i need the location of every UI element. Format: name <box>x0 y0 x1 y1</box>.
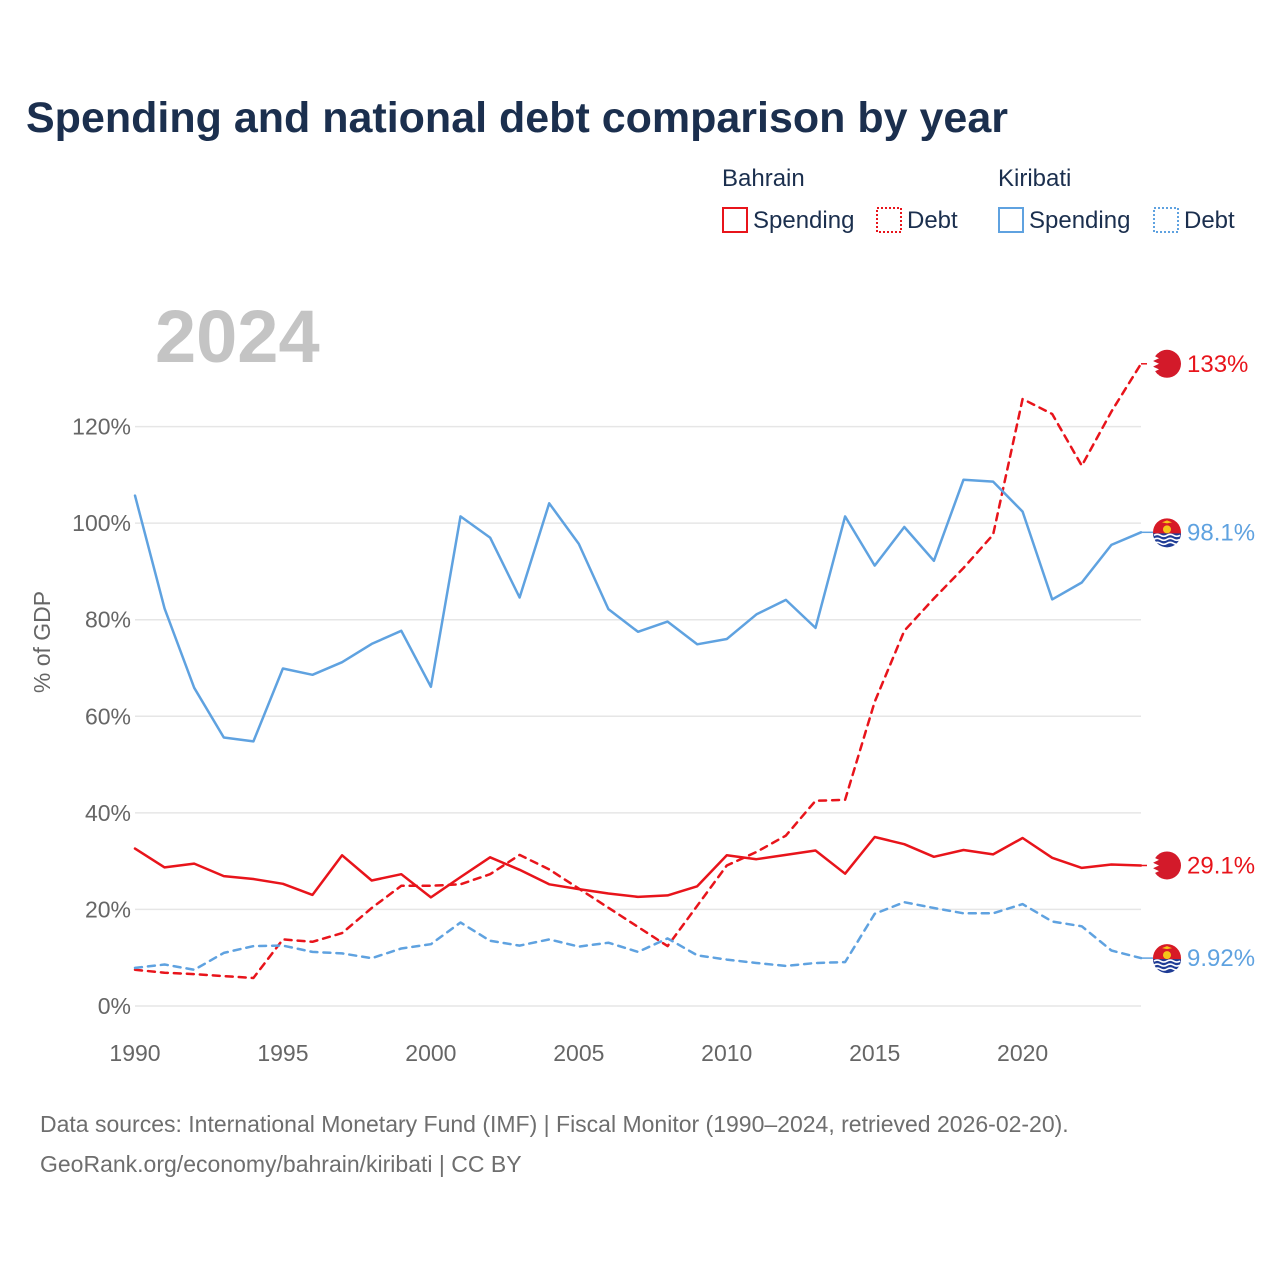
legend-label-kiribati-spending: Spending <box>1029 207 1130 234</box>
legend-swatch-bahrain-debt <box>876 207 902 233</box>
x-axis-ticks: 1990 1995 2000 2005 2010 2015 2020 <box>109 1040 1048 1066</box>
legend-group-kiribati: Kiribati <box>998 165 1071 192</box>
year-watermark: 2024 <box>155 295 320 378</box>
y-tick-label-100: 100% <box>72 510 131 536</box>
legend-group-bahrain: Bahrain <box>722 165 805 192</box>
legend: Bahrain Spending Debt Kiribati Spending … <box>722 165 1235 234</box>
end-label-kiribati-debt: 9.92% <box>1187 945 1255 972</box>
legend-swatch-kiribati-debt <box>1153 207 1179 233</box>
legend-swatch-bahrain-spending <box>722 207 748 233</box>
grid <box>135 425 1141 1007</box>
y-axis-label: % of GDP <box>29 591 55 693</box>
x-tick-label-2015: 2015 <box>849 1040 900 1066</box>
x-tick-label-2020: 2020 <box>997 1040 1048 1066</box>
x-tick-label-2010: 2010 <box>701 1040 752 1066</box>
series-line-kiribati-debt <box>133 900 1143 972</box>
end-label-kiribati-spending: 98.1% <box>1187 519 1255 546</box>
series <box>133 362 1143 980</box>
source-line-2: GeoRank.org/economy/bahrain/kiribati | C… <box>40 1151 522 1177</box>
series-line-bahrain-spending <box>133 835 1143 899</box>
series-line-bahrain-debt <box>133 362 1143 980</box>
y-tick-label-120: 120% <box>72 414 131 440</box>
end-label-bahrain-spending: 29.1% <box>1187 852 1255 879</box>
legend-label-bahrain-debt: Debt <box>907 207 958 234</box>
y-tick-label-40: 40% <box>85 800 131 826</box>
legend-swatch-kiribati-spending <box>998 207 1024 233</box>
y-axis-ticks: 0% 20% 40% 60% 80% 100% 120% <box>72 414 131 1019</box>
y-tick-label-60: 60% <box>85 703 131 729</box>
bahrain-flag-icon <box>1147 851 1181 880</box>
chart-title: Spending and national debt comparison by… <box>26 94 1008 142</box>
x-tick-label-1995: 1995 <box>257 1040 308 1066</box>
y-tick-label-20: 20% <box>85 896 131 922</box>
end-labels: 133% 98.1% 29.1% 9.92% <box>1141 349 1255 974</box>
y-tick-label-80: 80% <box>85 607 131 633</box>
x-tick-label-2005: 2005 <box>553 1040 604 1066</box>
series-line-kiribati-spending <box>133 478 1143 743</box>
bahrain-flag-icon <box>1147 349 1181 378</box>
x-tick-label-1990: 1990 <box>109 1040 160 1066</box>
kiribati-flag-icon <box>1153 518 1181 548</box>
x-tick-label-2000: 2000 <box>405 1040 456 1066</box>
y-tick-label-0: 0% <box>98 993 131 1019</box>
legend-label-kiribati-debt: Debt <box>1184 207 1235 234</box>
source-line-1: Data sources: International Monetary Fun… <box>40 1111 1069 1137</box>
legend-label-bahrain-spending: Spending <box>753 207 854 234</box>
kiribati-flag-icon <box>1153 944 1181 974</box>
end-label-bahrain-debt: 133% <box>1187 351 1248 378</box>
